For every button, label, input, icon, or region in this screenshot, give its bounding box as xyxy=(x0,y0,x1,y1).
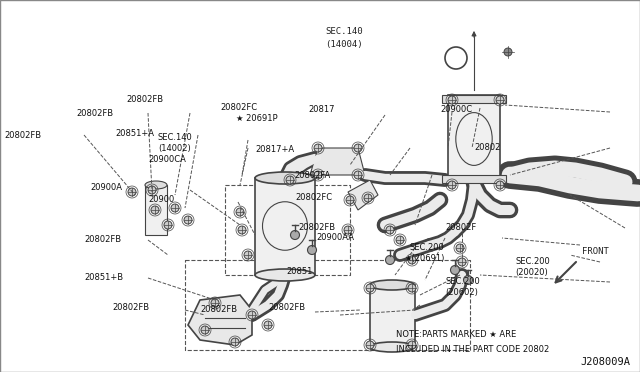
Text: 20802FB: 20802FB xyxy=(200,305,237,314)
Text: (20602): (20602) xyxy=(445,288,478,296)
Circle shape xyxy=(236,208,244,216)
Polygon shape xyxy=(348,180,378,210)
Text: 20802FB: 20802FB xyxy=(76,109,113,118)
Bar xyxy=(370,285,415,347)
Circle shape xyxy=(354,144,362,152)
Text: 20851+A: 20851+A xyxy=(115,128,154,138)
Circle shape xyxy=(366,341,374,349)
Circle shape xyxy=(456,244,464,252)
Circle shape xyxy=(366,284,374,292)
Bar xyxy=(145,185,167,235)
Text: NOTE:PARTS MARKED ★ ARE
INCLUDED IN THE PART CODE 20802: NOTE:PARTS MARKED ★ ARE INCLUDED IN THE … xyxy=(396,330,549,354)
Circle shape xyxy=(314,171,322,179)
Text: 20900CA: 20900CA xyxy=(148,155,186,164)
Circle shape xyxy=(385,256,394,264)
Circle shape xyxy=(286,176,294,184)
Circle shape xyxy=(354,171,362,179)
Circle shape xyxy=(448,181,456,189)
Circle shape xyxy=(496,96,504,104)
Text: 20802FB: 20802FB xyxy=(268,304,305,312)
Text: 20900C: 20900C xyxy=(440,106,472,115)
Circle shape xyxy=(164,221,172,229)
Circle shape xyxy=(364,194,372,202)
Text: 20817: 20817 xyxy=(308,106,335,115)
Circle shape xyxy=(386,226,394,234)
Circle shape xyxy=(211,299,219,307)
Circle shape xyxy=(346,196,354,204)
Circle shape xyxy=(231,338,239,346)
Circle shape xyxy=(408,284,416,292)
Text: (14002): (14002) xyxy=(158,144,191,153)
Circle shape xyxy=(451,266,460,275)
Text: SEC.200: SEC.200 xyxy=(410,244,445,253)
Circle shape xyxy=(171,204,179,212)
Circle shape xyxy=(458,258,466,266)
Text: (14004): (14004) xyxy=(325,39,363,48)
Ellipse shape xyxy=(369,342,415,352)
Circle shape xyxy=(238,226,246,234)
Text: 20817+A: 20817+A xyxy=(255,145,294,154)
Ellipse shape xyxy=(145,181,167,189)
Bar xyxy=(442,175,506,183)
Circle shape xyxy=(291,231,300,240)
Circle shape xyxy=(184,216,192,224)
Text: 20851: 20851 xyxy=(286,267,312,276)
Circle shape xyxy=(151,206,159,214)
Text: (20020): (20020) xyxy=(515,267,548,276)
Polygon shape xyxy=(310,148,365,175)
Bar xyxy=(448,95,500,183)
Circle shape xyxy=(128,188,136,196)
Circle shape xyxy=(408,341,416,349)
Polygon shape xyxy=(188,295,252,345)
Text: 20802FC: 20802FC xyxy=(295,193,332,202)
Text: 20900: 20900 xyxy=(148,196,174,205)
Text: 20900A: 20900A xyxy=(90,183,122,192)
Text: SEC.200: SEC.200 xyxy=(515,257,550,266)
Circle shape xyxy=(314,144,322,152)
Text: 20802FB: 20802FB xyxy=(126,96,163,105)
Circle shape xyxy=(408,256,416,264)
Text: SEC.140: SEC.140 xyxy=(325,28,363,36)
Circle shape xyxy=(448,96,456,104)
Bar xyxy=(255,178,315,275)
Text: 20802F: 20802F xyxy=(445,224,476,232)
Circle shape xyxy=(148,186,156,194)
Ellipse shape xyxy=(369,280,415,290)
Text: 20851+B: 20851+B xyxy=(84,273,123,282)
Text: FRONT: FRONT xyxy=(582,247,609,256)
Text: SEC.140: SEC.140 xyxy=(158,134,193,142)
Circle shape xyxy=(248,311,256,319)
Text: 20802FA: 20802FA xyxy=(294,170,330,180)
Circle shape xyxy=(463,276,472,285)
Text: J208009A: J208009A xyxy=(580,357,630,367)
Circle shape xyxy=(201,326,209,334)
Text: 20802: 20802 xyxy=(474,144,500,153)
Text: ★ 20691P: ★ 20691P xyxy=(236,113,278,122)
Text: 20802FC: 20802FC xyxy=(220,103,257,112)
Text: 20802FB: 20802FB xyxy=(84,235,121,244)
Ellipse shape xyxy=(255,269,315,281)
Text: 20802FB: 20802FB xyxy=(112,304,149,312)
Circle shape xyxy=(307,246,317,254)
Text: 20802FB: 20802FB xyxy=(4,131,41,140)
Circle shape xyxy=(344,226,352,234)
Text: 20900AA: 20900AA xyxy=(316,232,354,241)
Text: 20802FB: 20802FB xyxy=(298,224,335,232)
Circle shape xyxy=(244,251,252,259)
Circle shape xyxy=(264,321,272,329)
Ellipse shape xyxy=(255,172,315,184)
Bar xyxy=(442,95,506,103)
Text: SEC.200: SEC.200 xyxy=(445,278,480,286)
Text: ★(20691): ★(20691) xyxy=(404,253,444,263)
Circle shape xyxy=(504,48,512,56)
Circle shape xyxy=(496,181,504,189)
Circle shape xyxy=(396,236,404,244)
